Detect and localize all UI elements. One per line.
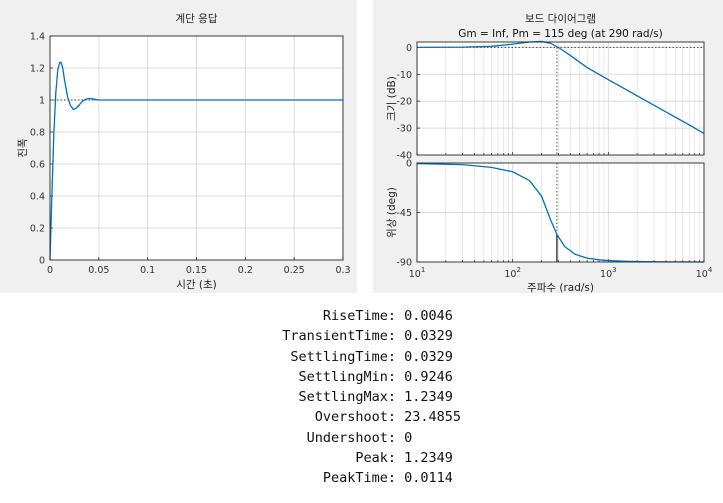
step-y-tick-label: 0.8	[30, 128, 45, 139]
step-y-axis-label: 진폭	[17, 138, 29, 158]
bode-x-axis-label: 주파수 (rad/s)	[527, 282, 594, 293]
stat-value: 1.2349	[404, 450, 453, 467]
stat-peak: Peak: 1.2349	[180, 448, 540, 468]
step-axes-frame	[49, 35, 344, 261]
step-chart-title: 계단 응답	[176, 13, 218, 25]
stat-name: PeakTime:	[322, 470, 396, 487]
step-response-chart: 계단 응답 0 0.05 0.1 0.15 0.2 0.25 0.3 0 0.2 0.4 0.6 0.8…	[17, 13, 351, 291]
bode-x-tick-label: 102	[504, 266, 521, 280]
stat-rise-time: RiseTime: 0.0046	[180, 306, 540, 326]
stat-undershoot: Undershoot: 0	[180, 428, 540, 448]
stat-peak-time: PeakTime: 0.0114	[180, 468, 540, 488]
stat-name: SettlingTime:	[290, 348, 396, 365]
stat-value: 0	[404, 429, 413, 446]
step-x-tick-label: 0.25	[284, 265, 305, 276]
magnitude-line	[416, 40, 705, 135]
step-x-tick-label: 0.05	[88, 265, 109, 276]
magnitude-y-tick-label: -10	[396, 70, 412, 81]
step-y-tick-label: 0.2	[30, 224, 45, 235]
magnitude-y-tick-label: -30	[396, 124, 412, 135]
stat-transient-time: TransientTime: 0.0329	[180, 326, 540, 346]
stat-name: SettlingMax:	[298, 389, 396, 406]
magnitude-y-tick-label: -20	[396, 97, 412, 108]
bode-x-tick-label: 103	[600, 266, 617, 280]
magnitude-y-tick-label: 0	[406, 43, 412, 54]
stat-name: SettlingMin:	[298, 368, 396, 385]
stat-value: 0.0046	[404, 308, 453, 324]
stat-settling-time: SettlingTime: 0.0329	[180, 347, 540, 367]
magnitude-y-tick-label: -40	[396, 151, 412, 162]
step-y-tick-label: 1	[39, 96, 45, 107]
stat-value: 0.0114	[404, 470, 453, 487]
phase-axes-frame	[416, 162, 705, 263]
stat-name: Peak:	[355, 450, 396, 467]
phase-y-tick-label: -90	[396, 258, 412, 269]
step-y-tick-label: 0.4	[30, 192, 45, 203]
stat-value: 1.2349	[404, 389, 453, 406]
bode-diagram-chart: 보드 다이어그램 Gm = Inf, Pm = 115 deg (at 290 r…	[385, 13, 713, 294]
stat-value: 0.0329	[404, 348, 453, 365]
bode-x-tick-label: 104	[696, 266, 713, 280]
stat-settling-min: SettlingMin: 0.9246	[180, 367, 540, 387]
bode-diagram-figure: 보드 다이어그램 Gm = Inf, Pm = 115 deg (at 290 r…	[373, 0, 723, 294]
stat-value: 0.9246	[404, 368, 453, 385]
step-x-tick-label: 0	[47, 265, 53, 276]
stat-value: 23.4855	[404, 409, 462, 426]
stat-name: RiseTime:	[322, 308, 396, 324]
bode-x-tick-label: 101	[409, 266, 426, 280]
phase-y-tick-label: 0	[406, 159, 412, 170]
bode-margin-subtitle: Gm = Inf, Pm = 115 deg (at 290 rad/s)	[458, 28, 662, 40]
step-x-axis-label: 시간 (초)	[176, 279, 217, 291]
step-y-tick-label: 1.4	[30, 32, 45, 43]
stat-name: Overshoot:	[314, 409, 396, 426]
step-info-output: RiseTime: 0.0046 TransientTime: 0.0329 S…	[180, 306, 540, 489]
step-response-line	[49, 61, 343, 261]
stat-name: TransientTime:	[282, 328, 396, 345]
magnitude-axes-frame	[416, 41, 705, 156]
step-x-tick-label: 0.3	[335, 265, 350, 276]
step-y-tick-label: 0.6	[30, 160, 45, 171]
stat-name: Undershoot:	[306, 429, 396, 446]
step-x-tick-label: 0.1	[140, 265, 155, 276]
phase-y-axis-label: 위상 (deg)	[385, 187, 398, 238]
step-y-tick-label: 1.2	[30, 64, 45, 75]
stat-settling-max: SettlingMax: 1.2349	[180, 387, 540, 407]
stat-overshoot: Overshoot: 23.4855	[180, 407, 540, 427]
step-y-tick-label: 0	[39, 256, 45, 267]
magnitude-plot-area	[417, 42, 704, 155]
step-x-tick-label: 0.2	[238, 265, 253, 276]
stat-value: 0.0329	[404, 328, 453, 345]
magnitude-y-axis-label: 크기 (dB)	[386, 76, 398, 121]
step-response-figure: 계단 응답 0 0.05 0.1 0.15 0.2 0.25 0.3 0 0.2 0.4 0.6 0.8…	[0, 0, 357, 293]
bode-chart-title: 보드 다이어그램	[525, 13, 596, 25]
step-x-tick-label: 0.15	[186, 265, 207, 276]
phase-y-tick-label: -45	[396, 208, 412, 219]
